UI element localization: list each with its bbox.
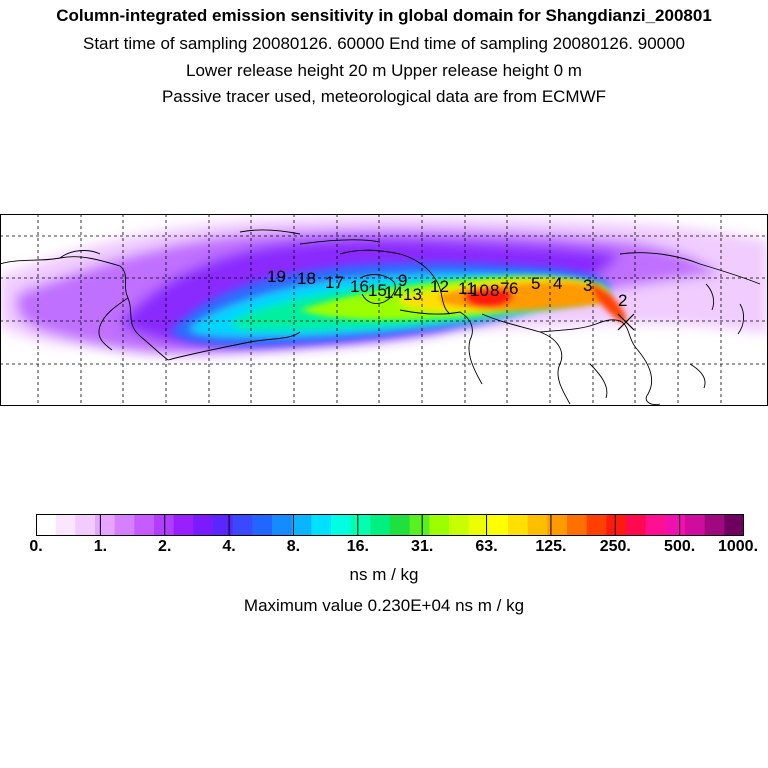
colorbar-swatch: [429, 514, 450, 536]
colorbar-swatch: [154, 514, 175, 536]
colorbar-swatch: [114, 514, 135, 536]
emission-sensitivity-map: 19 18 17 16 15 14 13 12 11 10 9 8 7 6 5 …: [0, 214, 768, 406]
colorbar-tick-label: 4.: [222, 538, 236, 555]
colorbar-swatch: [665, 514, 686, 536]
colorbar-swatch: [95, 514, 116, 536]
colorbar-frame: [36, 514, 744, 536]
colorbar-tick-label: 63.: [475, 538, 498, 555]
colorbar-swatch: [311, 514, 332, 536]
colorbar-swatch: [488, 514, 509, 536]
colorbar-tick-label: 2.: [158, 538, 172, 555]
tracer-info-line: Passive tracer used, meteorological data…: [161, 87, 607, 106]
colorbar-swatch: [409, 514, 430, 536]
traj-label-17: 17: [325, 273, 344, 292]
colorbar-swatch: [547, 514, 568, 536]
release-site-cross: [617, 313, 635, 331]
colorbar-tick-label: 1.: [93, 538, 108, 555]
traj-label-6: 6: [509, 279, 518, 298]
colorbar-swatch: [685, 514, 706, 536]
colorbar-tick-labels: 0. 1. 2. 4. 8. 16. 31. 63. 125. 250. 500. 1000.: [0, 538, 768, 560]
colorbar-swatch: [173, 514, 194, 536]
colorbar-swatch: [468, 514, 489, 536]
traj-label-2: 2: [618, 291, 627, 310]
colorbar-swatch: [252, 514, 273, 536]
colorbar-tick-label: 0.: [29, 538, 43, 555]
plot-title: Column-integrated emission sensitivity i…: [56, 6, 712, 25]
coastlines: [0, 229, 761, 405]
traj-label-5: 5: [531, 274, 540, 293]
colorbar-tick-label: 250.: [599, 538, 631, 555]
colorbar-tick-label: 500.: [664, 538, 696, 555]
colorbar-swatch: [724, 514, 744, 536]
colorbar-swatch: [193, 514, 214, 536]
colorbar-swatch: [449, 514, 470, 536]
colorbar-swatch: [508, 514, 529, 536]
colorbar-swatch: [390, 514, 411, 536]
colorbar-swatch: [232, 514, 253, 536]
traj-label-13: 13: [403, 285, 422, 304]
colorbar-swatch: [527, 514, 548, 536]
traj-label-14: 14: [384, 283, 403, 302]
colorbar-tick-label: 1000.: [717, 538, 759, 555]
colorbar-swatch: [36, 514, 57, 536]
colorbar-swatch: [75, 514, 96, 536]
colorbar-tick-label: 31.: [411, 538, 434, 555]
colorbar-tick-label: 16.: [346, 538, 369, 555]
traj-label-11: 11: [458, 279, 476, 298]
traj-label-19: 19: [267, 267, 286, 286]
colorbar-swatch: [704, 514, 725, 536]
colorbar-swatch: [370, 514, 391, 536]
colorbar-swatch: [134, 514, 155, 536]
traj-label-16: 16: [350, 277, 369, 296]
colorbar-swatch: [291, 514, 312, 536]
colorbar-tick-label: 8.: [286, 538, 301, 555]
colorbar-swatch: [567, 514, 588, 536]
sampling-time-line: Start time of sampling 20080126. 60000 E…: [82, 34, 686, 53]
traj-label-3: 3: [583, 276, 592, 295]
colorbar-swatch: [626, 514, 647, 536]
colorbar-swatch: [645, 514, 666, 536]
traj-label-9: 9: [398, 271, 407, 290]
maximum-value: Maximum value 0.230E+04 ns m / kg: [243, 596, 525, 615]
traj-label-12: 12: [430, 277, 449, 296]
traj-label-10: 10: [470, 281, 489, 300]
colorbar-swatch: [272, 514, 293, 536]
colorbar-swatch: [606, 514, 627, 536]
traj-label-7: 7: [500, 279, 509, 298]
traj-label-15: 15: [368, 281, 387, 300]
colorbar-units: ns m / kg: [349, 565, 419, 584]
colorbar-swatch: [586, 514, 607, 536]
traj-label-4: 4: [553, 274, 562, 293]
colorbar-swatch: [331, 514, 352, 536]
lat-lon-grid: [0, 214, 768, 406]
traj-label-8: 8: [490, 281, 499, 300]
colorbar-swatch: [55, 514, 76, 536]
colorbar-tick-label: 125.: [535, 538, 567, 555]
colorbar-swatch: [213, 514, 234, 536]
release-height-line: Lower release height 20 m Upper release …: [186, 61, 582, 80]
colorbar: [36, 514, 744, 536]
colorbar-swatch: [350, 514, 371, 536]
traj-label-18: 18: [297, 269, 316, 288]
